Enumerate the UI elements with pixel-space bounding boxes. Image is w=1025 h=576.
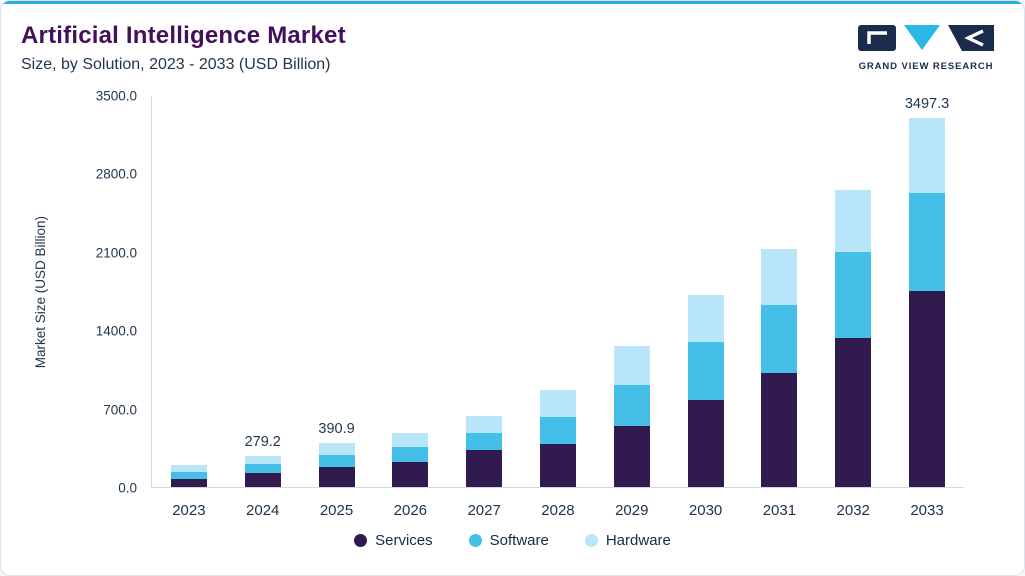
- page-title: Artificial Intelligence Market: [21, 22, 346, 49]
- bar-segment-services-2027: [466, 450, 503, 487]
- bar-segment-software-2024: [244, 463, 281, 474]
- logo-mark-icon: [858, 25, 994, 51]
- bar-segment-services-2023: [170, 479, 207, 487]
- bar-segment-hardware-2023: [170, 465, 207, 473]
- bar-segment-software-2031: [761, 304, 798, 374]
- header: Artificial Intelligence Market Size, by …: [1, 4, 1024, 74]
- y-tick-label: 700.0: [103, 402, 137, 418]
- bar-segment-hardware-2027: [466, 415, 503, 433]
- bar-segment-hardware-2032: [835, 189, 872, 252]
- bar-total-label: 390.9: [318, 421, 355, 438]
- x-tick-label: 2033: [910, 502, 944, 519]
- y-tick-label: 3500.0: [95, 88, 137, 104]
- x-tick-label: 2023: [172, 502, 206, 519]
- grand-view-research-logo: GRAND VIEW RESEARCH: [856, 24, 996, 72]
- page-subtitle: Size, by Solution, 2023 - 2033 (USD Bill…: [21, 56, 331, 73]
- x-tick-label: 2028: [541, 502, 575, 519]
- y-tick-label: 2800.0: [95, 166, 137, 182]
- bar-segment-hardware-2026: [392, 432, 429, 447]
- bar-segment-software-2028: [539, 416, 576, 444]
- bar-group-2028: 2028: [521, 96, 595, 519]
- bar-group-2023: 2023: [152, 96, 226, 519]
- legend-swatch-icon: [354, 534, 368, 547]
- legend-swatch-icon: [468, 534, 482, 547]
- legend-label: Services: [375, 532, 433, 549]
- legend-label: Software: [489, 532, 549, 549]
- bar-segment-software-2025: [318, 454, 355, 468]
- y-axis-title-text: Market Size (USD Billion): [32, 215, 48, 369]
- x-tick-label: 2024: [246, 502, 280, 519]
- bar-segment-hardware-2030: [687, 294, 724, 342]
- logo-text: GRAND VIEW RESEARCH: [858, 61, 994, 72]
- bar-segment-services-2026: [392, 461, 429, 487]
- bar-segment-services-2030: [687, 399, 724, 487]
- bar-total-label: 279.2: [244, 433, 281, 450]
- bar-group-2026: 2026: [373, 96, 447, 519]
- bar-segment-software-2029: [613, 384, 650, 427]
- plot-area: 2023 279.2 2024 390.9 2025 2026 2027 2028 2029 20…: [151, 96, 964, 519]
- x-tick-label: 2025: [319, 502, 354, 519]
- chart-area: Market Size (USD Billion) 0.0 700.0 1400.0…: [25, 89, 964, 519]
- legend-swatch-icon: [584, 534, 598, 547]
- bar-group-2029: 2029: [595, 96, 669, 519]
- y-tick-label: 1400.0: [95, 323, 137, 339]
- legend-item-hardware: Hardware: [584, 532, 671, 549]
- bar-segment-software-2026: [392, 446, 429, 462]
- bar-group-2027: 2027: [447, 96, 521, 519]
- y-tick-label: 2100.0: [95, 245, 137, 261]
- bar-segment-hardware-2025: [318, 443, 355, 455]
- bar-group-2025: 390.9 2025: [300, 96, 374, 519]
- bar-segment-software-2027: [466, 432, 503, 451]
- x-tick-label: 2029: [615, 502, 649, 519]
- y-axis-ticks: 0.0 700.0 1400.0 2100.0 2800.0 3500.0: [55, 89, 151, 496]
- bar-group-2033: 3497.3 2033: [890, 96, 964, 519]
- top-accent-bar: [1, 1, 1024, 4]
- x-tick-label: 2032: [836, 502, 870, 519]
- bar-group-2024: 279.2 2024: [226, 96, 300, 519]
- bar-group-2031: 2031: [743, 96, 817, 519]
- bar-segment-software-2023: [170, 472, 207, 480]
- title-block: Artificial Intelligence Market Size, by …: [21, 22, 346, 74]
- x-tick-label: 2031: [762, 502, 797, 519]
- legend-item-software: Software: [468, 532, 549, 549]
- bar-segment-services-2024: [244, 473, 281, 487]
- y-tick-label: 0.0: [118, 480, 137, 496]
- bar-segment-software-2030: [687, 341, 724, 400]
- bar-segment-software-2032: [835, 251, 872, 338]
- bar-segment-hardware-2028: [539, 389, 576, 417]
- bar-segment-services-2028: [539, 444, 576, 487]
- x-tick-label: 2026: [393, 502, 428, 519]
- bar-segment-software-2033: [909, 193, 946, 292]
- bar-segment-services-2033: [909, 291, 946, 487]
- bar-group-2032: 2032: [816, 96, 890, 519]
- bar-group-2030: 2030: [669, 96, 743, 519]
- legend-item-services: Services: [354, 532, 433, 549]
- bar-total-label: 3497.3: [904, 96, 950, 113]
- bar-segment-hardware-2024: [244, 455, 281, 464]
- bar-segment-services-2025: [318, 467, 355, 487]
- legend: Services Software Hardware: [1, 532, 1024, 549]
- bar-segment-services-2032: [835, 337, 872, 487]
- x-tick-label: 2027: [467, 502, 501, 519]
- bar-segment-services-2031: [761, 373, 798, 487]
- x-tick-label: 2030: [688, 502, 723, 519]
- bar-segment-hardware-2031: [761, 249, 798, 305]
- legend-label: Hardware: [605, 532, 671, 549]
- bar-segment-hardware-2029: [613, 346, 650, 385]
- bar-segment-hardware-2033: [909, 118, 946, 194]
- y-axis-title: Market Size (USD Billion): [25, 96, 55, 488]
- bar-segment-services-2029: [613, 426, 650, 487]
